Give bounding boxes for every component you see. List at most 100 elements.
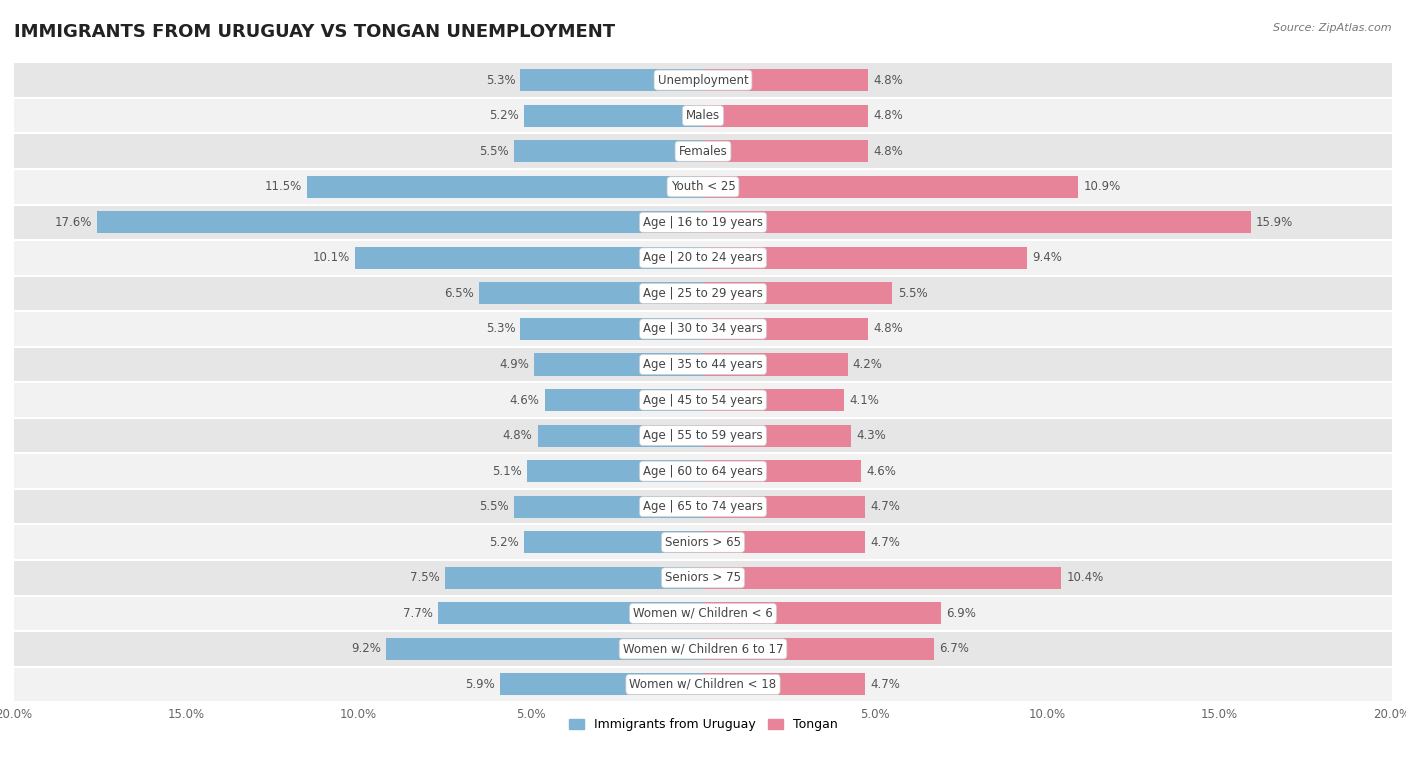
- Text: 4.6%: 4.6%: [509, 394, 540, 407]
- Text: Age | 20 to 24 years: Age | 20 to 24 years: [643, 251, 763, 264]
- Bar: [14, 560, 1392, 596]
- Bar: [703, 425, 851, 447]
- Text: Age | 60 to 64 years: Age | 60 to 64 years: [643, 465, 763, 478]
- Text: Women w/ Children < 6: Women w/ Children < 6: [633, 607, 773, 620]
- Bar: [387, 638, 703, 660]
- Text: 5.1%: 5.1%: [492, 465, 522, 478]
- Bar: [703, 496, 865, 518]
- Bar: [307, 176, 703, 198]
- Text: 4.9%: 4.9%: [499, 358, 529, 371]
- Bar: [14, 382, 1392, 418]
- Bar: [14, 631, 1392, 667]
- Text: 6.5%: 6.5%: [444, 287, 474, 300]
- Bar: [520, 318, 703, 340]
- Bar: [703, 318, 869, 340]
- Text: 5.3%: 5.3%: [485, 73, 515, 86]
- Bar: [703, 104, 869, 126]
- Bar: [479, 282, 703, 304]
- Bar: [14, 418, 1392, 453]
- Text: Source: ZipAtlas.com: Source: ZipAtlas.com: [1274, 23, 1392, 33]
- Bar: [520, 69, 703, 91]
- Text: 5.9%: 5.9%: [465, 678, 495, 691]
- Bar: [703, 567, 1062, 589]
- Text: IMMIGRANTS FROM URUGUAY VS TONGAN UNEMPLOYMENT: IMMIGRANTS FROM URUGUAY VS TONGAN UNEMPL…: [14, 23, 616, 41]
- Text: 5.2%: 5.2%: [489, 536, 519, 549]
- Text: 4.8%: 4.8%: [873, 109, 903, 122]
- Bar: [703, 282, 893, 304]
- Bar: [14, 489, 1392, 525]
- Text: 10.1%: 10.1%: [312, 251, 350, 264]
- Bar: [703, 460, 862, 482]
- Text: 5.2%: 5.2%: [489, 109, 519, 122]
- Bar: [14, 347, 1392, 382]
- Text: 4.7%: 4.7%: [870, 500, 900, 513]
- Bar: [524, 104, 703, 126]
- Text: Age | 45 to 54 years: Age | 45 to 54 years: [643, 394, 763, 407]
- Bar: [356, 247, 703, 269]
- Text: 4.8%: 4.8%: [873, 73, 903, 86]
- Text: 4.7%: 4.7%: [870, 678, 900, 691]
- Bar: [14, 453, 1392, 489]
- Text: 5.3%: 5.3%: [485, 322, 515, 335]
- Bar: [14, 133, 1392, 169]
- Text: 9.4%: 9.4%: [1032, 251, 1062, 264]
- Text: 4.3%: 4.3%: [856, 429, 886, 442]
- Text: 10.9%: 10.9%: [1084, 180, 1121, 193]
- Bar: [437, 603, 703, 625]
- Text: 6.9%: 6.9%: [946, 607, 976, 620]
- Bar: [703, 69, 869, 91]
- Legend: Immigrants from Uruguay, Tongan: Immigrants from Uruguay, Tongan: [564, 713, 842, 737]
- Text: 11.5%: 11.5%: [264, 180, 302, 193]
- Text: 4.1%: 4.1%: [849, 394, 879, 407]
- Bar: [703, 603, 941, 625]
- Text: Women w/ Children < 18: Women w/ Children < 18: [630, 678, 776, 691]
- Bar: [703, 247, 1026, 269]
- Text: Males: Males: [686, 109, 720, 122]
- Bar: [703, 211, 1251, 233]
- Bar: [534, 354, 703, 375]
- Text: 5.5%: 5.5%: [479, 500, 509, 513]
- Text: 17.6%: 17.6%: [55, 216, 91, 229]
- Text: Females: Females: [679, 145, 727, 157]
- Bar: [14, 204, 1392, 240]
- Text: Women w/ Children 6 to 17: Women w/ Children 6 to 17: [623, 643, 783, 656]
- Bar: [499, 674, 703, 696]
- Text: 5.5%: 5.5%: [479, 145, 509, 157]
- Text: 4.6%: 4.6%: [866, 465, 897, 478]
- Bar: [703, 531, 865, 553]
- Text: 10.4%: 10.4%: [1066, 572, 1104, 584]
- Text: 7.7%: 7.7%: [402, 607, 433, 620]
- Bar: [14, 276, 1392, 311]
- Bar: [513, 496, 703, 518]
- Text: Age | 30 to 34 years: Age | 30 to 34 years: [643, 322, 763, 335]
- Text: Age | 25 to 29 years: Age | 25 to 29 years: [643, 287, 763, 300]
- Text: Seniors > 65: Seniors > 65: [665, 536, 741, 549]
- Text: 6.7%: 6.7%: [939, 643, 969, 656]
- Bar: [703, 638, 934, 660]
- Bar: [14, 667, 1392, 702]
- Bar: [444, 567, 703, 589]
- Bar: [527, 460, 703, 482]
- Bar: [703, 389, 844, 411]
- Bar: [14, 240, 1392, 276]
- Bar: [14, 525, 1392, 560]
- Bar: [544, 389, 703, 411]
- Text: Youth < 25: Youth < 25: [671, 180, 735, 193]
- Text: Unemployment: Unemployment: [658, 73, 748, 86]
- Bar: [14, 98, 1392, 133]
- Bar: [703, 176, 1078, 198]
- Text: 4.7%: 4.7%: [870, 536, 900, 549]
- Bar: [703, 140, 869, 162]
- Text: 9.2%: 9.2%: [352, 643, 381, 656]
- Bar: [513, 140, 703, 162]
- Bar: [14, 596, 1392, 631]
- Text: Age | 16 to 19 years: Age | 16 to 19 years: [643, 216, 763, 229]
- Text: 4.8%: 4.8%: [873, 322, 903, 335]
- Bar: [524, 531, 703, 553]
- Text: 4.8%: 4.8%: [873, 145, 903, 157]
- Text: Age | 55 to 59 years: Age | 55 to 59 years: [643, 429, 763, 442]
- Bar: [537, 425, 703, 447]
- Bar: [97, 211, 703, 233]
- Bar: [703, 354, 848, 375]
- Text: 4.8%: 4.8%: [503, 429, 533, 442]
